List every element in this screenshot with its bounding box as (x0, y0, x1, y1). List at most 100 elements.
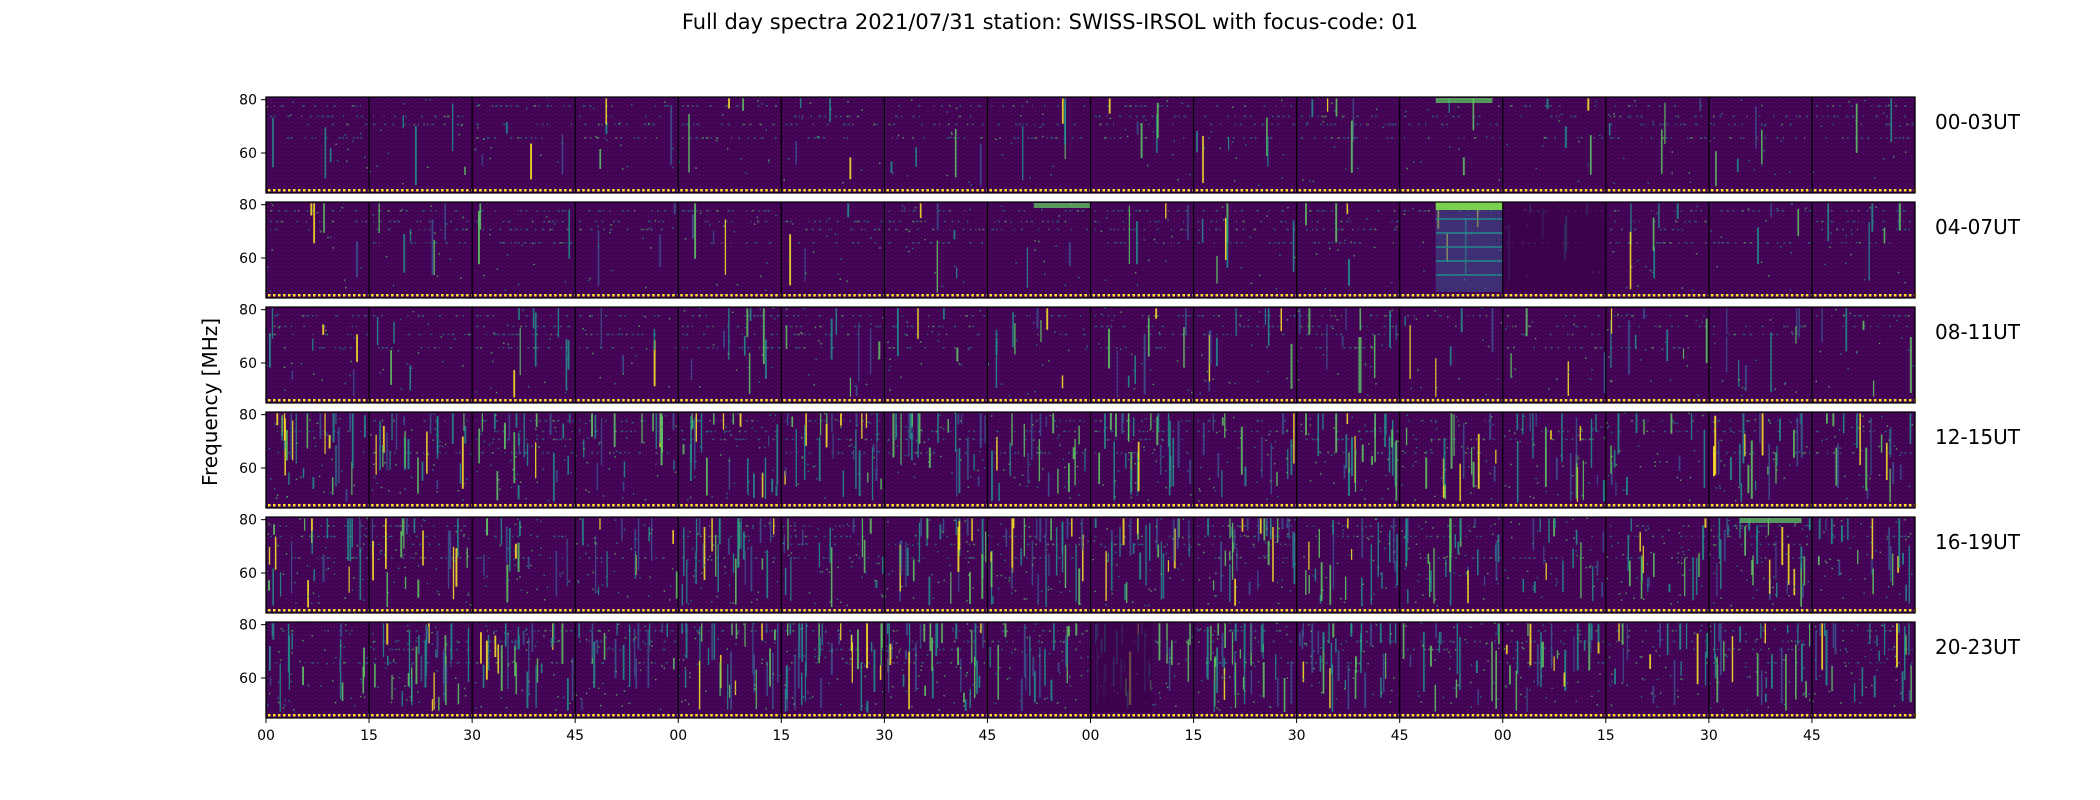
chart-title: Full day spectra 2021/07/31 station: SWI… (681, 10, 1419, 34)
panel-background (1708, 202, 1812, 298)
panel-background (781, 97, 885, 193)
y-tick-label: 80 (239, 408, 257, 424)
panel-background (575, 517, 679, 613)
panel-background (1296, 307, 1400, 403)
spectra-panel (1811, 412, 1917, 508)
spectra-panel (369, 97, 474, 193)
spectra-panel (781, 517, 886, 613)
spectra-panel (678, 622, 783, 718)
panel-background (1193, 517, 1297, 613)
spectra-panel (266, 517, 371, 613)
spectra-panel (884, 622, 989, 718)
panel-background (266, 517, 370, 613)
panel-background (369, 202, 473, 298)
spectra-panel (1605, 202, 1711, 298)
x-tick-label: 30 (875, 728, 893, 744)
panel-background (987, 517, 1091, 613)
spectra-panel (472, 412, 577, 508)
spectra-panel (472, 202, 577, 298)
x-tick-label: 00 (257, 728, 275, 744)
panel-background (1502, 307, 1606, 403)
panel-background (1090, 412, 1194, 508)
event-band (1739, 518, 1802, 523)
panel-background (575, 307, 679, 403)
spectra-panel (575, 517, 680, 613)
panel-background (266, 622, 370, 718)
spectra-panel (369, 412, 474, 508)
x-tick-label: 30 (463, 728, 481, 744)
panel-background (1502, 412, 1606, 508)
panel-background (575, 97, 679, 193)
spectra-panel (1090, 307, 1195, 403)
event-band (1435, 98, 1493, 103)
panel-background (678, 97, 782, 193)
event-burst-top (1435, 202, 1503, 210)
x-tick-label: 30 (1288, 728, 1306, 744)
spectra-panel (369, 307, 474, 403)
panel-background (1090, 517, 1194, 613)
spectra-panel (1399, 97, 1505, 193)
spectra-row-5: 80 60 20-23UT (239, 618, 2021, 719)
spectra-panel (1399, 622, 1505, 718)
panel-background (1193, 202, 1297, 298)
spectra-panel (575, 307, 680, 403)
y-tick-label: 80 (239, 93, 257, 109)
panel-background (781, 307, 885, 403)
x-tick-label: 30 (1700, 728, 1718, 744)
spectra-panel (266, 622, 371, 718)
row-label: 04-07UT (1935, 215, 2021, 239)
row-label: 20-23UT (1935, 635, 2021, 659)
panel-background (266, 202, 370, 298)
spectra-panel (1090, 412, 1195, 508)
spectra-panel (987, 622, 1092, 718)
spectra-panel (884, 202, 989, 298)
spectra-panel (1502, 307, 1608, 403)
panel-background (781, 517, 885, 613)
spectra-panel (369, 622, 474, 718)
panel-background (1193, 412, 1297, 508)
spectra-panel (1811, 622, 1917, 718)
y-tick-label: 60 (239, 461, 257, 477)
spectra-panel (1296, 202, 1402, 298)
panel-background (1605, 622, 1709, 718)
spectra-panel (1502, 412, 1608, 508)
spectra-panel (1811, 202, 1917, 298)
panel-background (987, 202, 1091, 298)
x-tick-label: 45 (1803, 728, 1821, 744)
x-tick-label: 45 (1391, 728, 1409, 744)
panel-background (472, 307, 576, 403)
panel-background (1502, 97, 1606, 193)
row-frame (265, 306, 1916, 404)
x-tick-label: 15 (1597, 728, 1615, 744)
spectra-panel (678, 412, 783, 508)
row-frame (265, 96, 1916, 194)
panel-background (1708, 97, 1812, 193)
spectra-panel (1708, 202, 1814, 298)
event-burst-stripe (1435, 246, 1503, 248)
spectra-panel (1399, 517, 1505, 613)
event-dark (1090, 622, 1153, 712)
spectra-panel (266, 202, 371, 298)
panel-background (1090, 307, 1194, 403)
spectra-panel (678, 307, 783, 403)
panel-background (575, 202, 679, 298)
row-label: 12-15UT (1935, 425, 2021, 449)
spectra-panel (1193, 307, 1299, 403)
x-tick-label: 00 (1494, 728, 1512, 744)
panel-background (472, 97, 576, 193)
spectra-row-2: 80 60 08-11UT (239, 303, 2021, 404)
panel-background (472, 517, 576, 613)
row-frame (265, 411, 1916, 509)
panel-background (1811, 97, 1915, 193)
y-tick-label: 80 (239, 618, 257, 634)
x-tick-label: 45 (566, 728, 584, 744)
spectra-panel (1605, 97, 1711, 193)
x-tick-label: 15 (772, 728, 790, 744)
y-tick-label: 80 (239, 513, 257, 529)
spectra-panel (987, 307, 1092, 403)
spectra-row-4: 80 60 16-19UT (239, 513, 2021, 614)
y-tick-label: 80 (239, 198, 257, 214)
spectra-panel (1811, 307, 1917, 403)
spectra-panel (987, 202, 1092, 298)
